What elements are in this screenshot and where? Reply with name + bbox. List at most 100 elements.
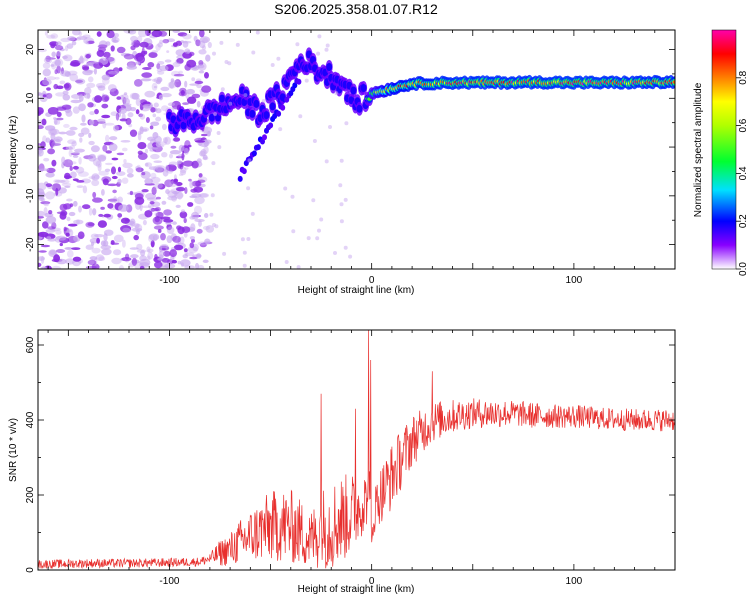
- noise-speckle: [42, 94, 47, 98]
- noise-speckle: [224, 60, 229, 64]
- noise-speckle: [246, 186, 251, 191]
- noise-speckle: [150, 107, 156, 113]
- noise-speckle: [69, 145, 76, 150]
- noise-speckle: [207, 41, 212, 49]
- noise-speckle: [91, 247, 101, 254]
- noise-speckle: [49, 250, 57, 256]
- noise-speckle: [130, 35, 138, 42]
- noise-speckle: [98, 256, 106, 262]
- noise-speckle: [209, 212, 214, 217]
- noise-speckle: [129, 92, 139, 100]
- noise-speckle: [69, 126, 78, 131]
- ridge-mid: [263, 111, 270, 120]
- noise-speckle: [105, 134, 110, 143]
- noise-speckle: [162, 137, 168, 144]
- noise-speckle: [167, 169, 173, 174]
- noise-speckle: [79, 137, 83, 143]
- colorbar-tick-label: 0.4: [738, 166, 749, 180]
- noise-speckle: [71, 247, 81, 251]
- spectrogram-y-tick-label: 10: [25, 92, 36, 104]
- snr-y-tick-label: 200: [25, 486, 36, 503]
- noise-speckle: [152, 113, 157, 118]
- noise-speckle: [159, 39, 164, 45]
- noise-speckle: [157, 183, 166, 190]
- noise-speckle: [45, 172, 55, 178]
- noise-speckle: [38, 210, 45, 217]
- noise-speckle: [81, 114, 86, 123]
- noise-speckle: [71, 141, 77, 147]
- noise-speckle: [68, 211, 76, 217]
- noise-speckle: [62, 55, 68, 59]
- noise-speckle: [182, 33, 192, 40]
- noise-speckle: [97, 85, 106, 91]
- noise-speckle: [196, 228, 203, 234]
- noise-speckle: [153, 85, 157, 89]
- noise-speckle: [173, 73, 185, 77]
- noise-speckle: [68, 149, 73, 157]
- snr-plot-area: [38, 330, 675, 569]
- noise-speckle: [55, 249, 66, 253]
- noise-speckle: [65, 130, 76, 136]
- noise-speckle: [284, 260, 289, 264]
- noise-speckle: [72, 151, 80, 155]
- noise-speckle: [101, 74, 111, 81]
- noise-speckle: [202, 259, 209, 263]
- noise-speckle: [45, 191, 55, 200]
- noise-speckle: [131, 40, 135, 46]
- noise-speckle: [43, 157, 50, 162]
- noise-speckle: [240, 237, 245, 242]
- spectrogram-frame: [37, 29, 676, 270]
- noise-speckle: [63, 159, 74, 168]
- noise-speckle: [69, 203, 74, 208]
- noise-speckle: [187, 144, 192, 148]
- noise-speckle: [157, 70, 165, 75]
- ridge-branch: [292, 82, 298, 89]
- ridge-mid: [219, 94, 225, 103]
- noise-speckle: [197, 176, 208, 183]
- noise-speckle: [189, 195, 198, 199]
- noise-speckle: [62, 94, 71, 101]
- chart-title: S206.2025.358.01.07.R12: [274, 1, 438, 17]
- noise-speckle: [191, 77, 196, 82]
- spectrogram-x-axis-label: Height of straight line (km): [298, 285, 415, 296]
- noise-speckle: [55, 187, 59, 196]
- noise-speckle: [186, 96, 197, 104]
- noise-speckle: [178, 173, 184, 177]
- noise-speckle: [85, 54, 91, 59]
- noise-speckle: [77, 231, 85, 239]
- noise-speckle: [119, 265, 124, 269]
- noise-speckle: [72, 165, 79, 170]
- noise-speckle: [161, 258, 170, 263]
- noise-speckle: [77, 171, 89, 177]
- noise-speckle: [196, 100, 201, 108]
- noise-speckle: [115, 112, 120, 121]
- noise-speckle: [117, 196, 123, 203]
- noise-speckle: [155, 165, 166, 173]
- noise-speckle: [45, 216, 57, 224]
- noise-speckle: [152, 78, 157, 82]
- noise-speckle: [146, 246, 151, 253]
- noise-speckle: [93, 68, 97, 75]
- noise-speckle: [290, 194, 295, 199]
- noise-speckle: [45, 92, 53, 99]
- noise-speckle: [120, 140, 131, 143]
- noise-speckle: [87, 40, 95, 44]
- noise-speckle: [101, 114, 111, 119]
- noise-speckle: [111, 166, 116, 175]
- noise-speckle: [186, 59, 197, 68]
- noise-speckle: [170, 78, 175, 83]
- noise-speckle: [188, 51, 195, 57]
- noise-speckle: [47, 148, 55, 155]
- spectrogram-heatmap: [38, 30, 675, 269]
- noise-speckle: [139, 103, 144, 111]
- noise-speckle: [150, 208, 155, 212]
- noise-speckle: [61, 104, 72, 110]
- noise-speckle: [100, 206, 105, 210]
- noise-speckle: [39, 191, 46, 198]
- noise-speckle: [51, 141, 56, 148]
- noise-speckle: [144, 90, 156, 98]
- colorbar-tick-label: 0.2: [738, 214, 749, 228]
- noise-speckle: [174, 190, 178, 197]
- noise-speckle: [334, 91, 339, 96]
- noise-speckle: [202, 156, 209, 161]
